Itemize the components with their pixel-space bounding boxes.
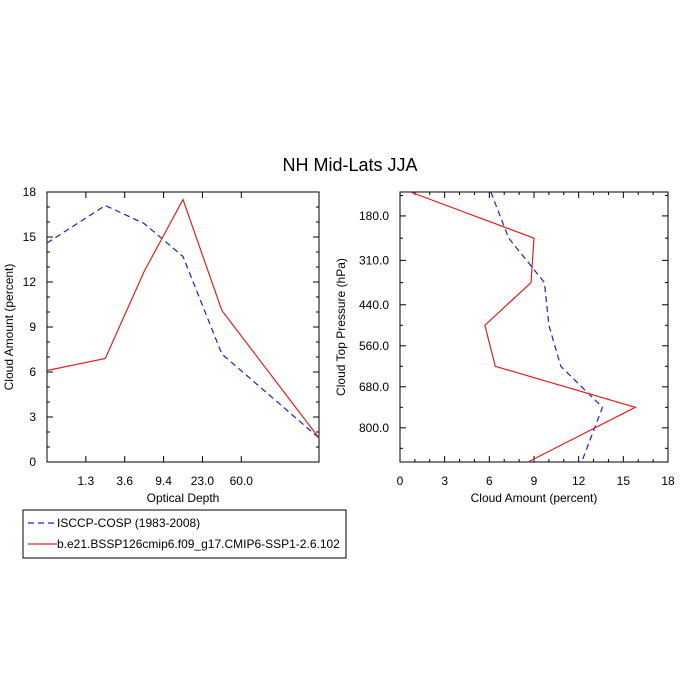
left-y-tick-label: 12 <box>23 275 37 289</box>
left-y-axis-label: Cloud Amount (percent) <box>2 264 16 391</box>
left-y-tick-label: 6 <box>29 365 36 379</box>
right-y-tick-label: 560.0 <box>359 339 389 353</box>
left-y-tick-label: 9 <box>29 320 36 334</box>
right-x-tick-label: 3 <box>441 474 448 488</box>
right-x-tick-label: 15 <box>617 474 631 488</box>
right-x-axis-label: Cloud Amount (percent) <box>471 491 598 505</box>
left-y-tick-label: 15 <box>23 230 37 244</box>
left-x-tick-label: 1.3 <box>78 474 95 488</box>
left-x-axis-label: Optical Depth <box>147 491 220 505</box>
right-y-tick-label: 310.0 <box>359 253 389 267</box>
left-ticks: 1.3 3.6 9.4 23.0 60.0 0 3 6 9 12 15 18 <box>23 185 319 488</box>
legend-box <box>22 509 347 559</box>
right-x-tick-label: 0 <box>397 474 404 488</box>
left-series <box>46 198 320 439</box>
right-panel: 0 3 6 9 12 15 18 180.0 310.0 440.0 560.0 680.0 800.0… <box>334 191 675 505</box>
legend: ISCCP-COSP (1983-2008) b.e21.BSSP126cmip… <box>22 509 347 559</box>
left-x-tick-label: 23.0 <box>191 474 215 488</box>
right-x-tick-label: 9 <box>531 474 538 488</box>
chart-title: NH Mid-Lats JJA <box>282 155 417 175</box>
left-series-line-model <box>46 198 320 439</box>
left-y-tick-label: 18 <box>23 185 37 199</box>
right-x-tick-label: 18 <box>661 474 675 488</box>
left-panel: 1.3 3.6 9.4 23.0 60.0 0 3 6 9 12 15 18 Optical Dept… <box>2 185 320 505</box>
left-x-tick-label: 9.4 <box>155 474 172 488</box>
right-x-tick-label: 12 <box>572 474 586 488</box>
legend-label-isccp: ISCCP-COSP (1983-2008) <box>57 516 200 530</box>
right-y-tick-label: 680.0 <box>359 380 389 394</box>
right-series-line-model <box>410 191 637 463</box>
left-plot-frame <box>46 191 320 463</box>
right-y-tick-label: 180.0 <box>359 209 389 223</box>
right-y-axis-label: Cloud Top Pressure (hPa) <box>334 258 348 396</box>
right-y-tick-label: 440.0 <box>359 298 389 312</box>
left-series-line-isccp <box>46 204 320 439</box>
right-plot-frame <box>399 191 669 463</box>
right-series <box>410 191 637 463</box>
right-x-tick-label: 6 <box>486 474 493 488</box>
right-ticks: 0 3 6 9 12 15 18 180.0 310.0 440.0 560.0 680.0 800.0 <box>359 192 675 488</box>
right-y-tick-label: 800.0 <box>359 421 389 435</box>
left-y-tick-label: 3 <box>29 410 36 424</box>
left-x-tick-label: 3.6 <box>116 474 133 488</box>
left-y-tick-label: 0 <box>29 455 36 469</box>
left-x-tick-label: 60.0 <box>230 474 254 488</box>
legend-label-model: b.e21.BSSP126cmip6.f09_g17.CMIP6-SSP1-2.… <box>57 537 340 551</box>
right-series-line-isccp <box>490 191 604 463</box>
